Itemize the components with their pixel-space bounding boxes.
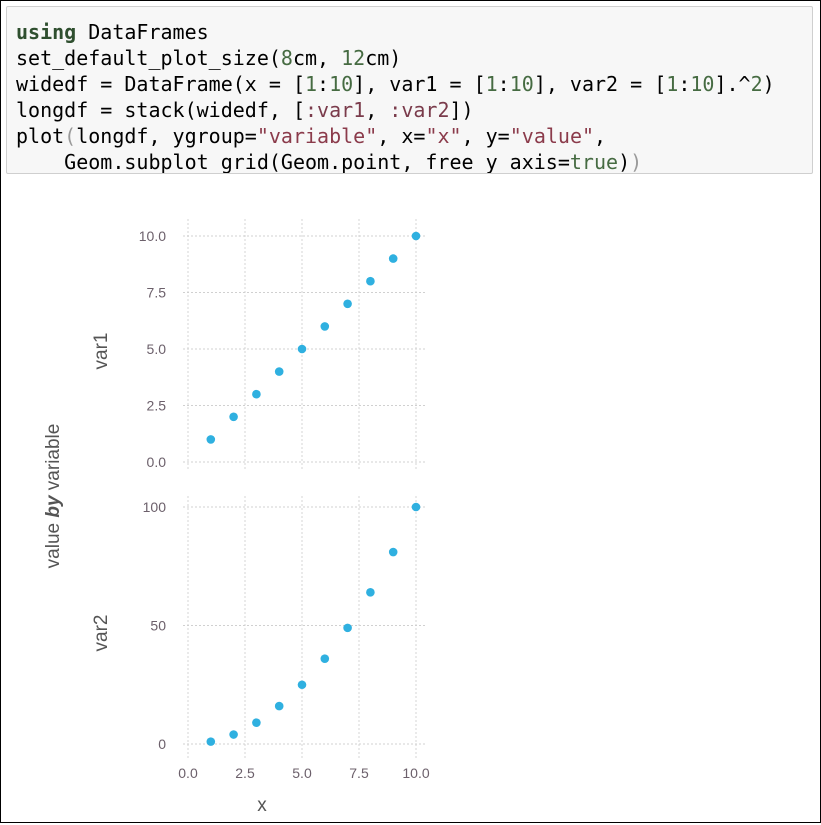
x-tick-label: 0.0: [178, 765, 198, 781]
x-tick-label: 5.0: [292, 765, 312, 781]
y-axis-label: value by variable: [43, 424, 64, 569]
code-line: set_default_plot_size(8cm, 12cm): [16, 46, 401, 70]
y-tick-label: 2.5: [147, 398, 167, 414]
data-point-var1[interactable]: [274, 367, 284, 376]
data-point-var1[interactable]: [343, 299, 352, 309]
code-token-paren: ): [630, 150, 643, 174]
code-token-plain: ): [618, 150, 631, 174]
code-token-plain: :: [317, 72, 330, 96]
code-token-str: "variable": [256, 124, 378, 148]
code-token-plain: ], var1 = [: [353, 72, 486, 96]
data-point-var2[interactable]: [274, 701, 284, 711]
code-token-num: 10: [509, 72, 534, 96]
code-token-plain: cm,: [292, 46, 342, 70]
data-point-var1[interactable]: [297, 344, 307, 354]
data-point-var1[interactable]: [252, 389, 261, 399]
x-axis-label: x: [257, 795, 267, 816]
y-tick-label: 7.5: [147, 285, 167, 301]
data-point-var2[interactable]: [229, 730, 238, 739]
code-token-plain: :: [678, 72, 691, 96]
subplot-grid-chart: 0.0 2.5 5.0 7.5 10.0 var1 0 50 100 var2 0.0 2.5 5.0 7…: [43, 219, 430, 816]
code-line: using DataFrames: [16, 20, 209, 44]
code-token-num: 1: [304, 72, 318, 96]
code-line: widedf = DataFrame(x = [1:10], var1 = [1…: [16, 72, 775, 96]
y-tick-label: 50: [150, 618, 166, 634]
data-point-var2[interactable]: [411, 502, 421, 512]
code-token-plain: widedf = DataFrame(x = [: [16, 72, 305, 96]
code-token-plain: longdf, ygroup=: [76, 124, 257, 148]
code-token-num: 2: [750, 72, 763, 96]
code-token-plain: ): [762, 72, 775, 96]
y-tick-label: 100: [143, 499, 167, 515]
x-tick-label: 2.5: [235, 765, 255, 781]
data-point-var2[interactable]: [343, 623, 352, 633]
y-tick-label: 10.0: [139, 228, 166, 244]
code-token-plain: ].^: [714, 72, 751, 96]
code-token-plain: DataFrames: [76, 20, 209, 44]
data-point-var2[interactable]: [388, 547, 398, 557]
code-token-plain: :: [497, 72, 510, 96]
data-point-var2[interactable]: [297, 680, 307, 690]
code-line: longdf = stack(widedf, [:var1, :var2]): [16, 98, 474, 122]
code-token-sym: :var1: [304, 98, 366, 122]
code-token-str: "value": [509, 124, 595, 148]
code-token-plain: , x=: [377, 124, 426, 148]
code-token-plain: plot: [16, 124, 65, 148]
code-token-num: 10: [329, 72, 354, 96]
code-token-plain: ,: [594, 124, 607, 148]
y-axis-label-part: value: [43, 523, 64, 568]
code-token-num: 10: [690, 72, 715, 96]
code-token-num: 8: [280, 46, 293, 70]
code-token-num: 1: [666, 72, 679, 96]
data-point-var1[interactable]: [366, 276, 375, 286]
code-token-num: true: [569, 150, 619, 174]
code-token-num: 12: [341, 46, 366, 70]
code-line: plot(longdf, ygroup="variable", x="x", y…: [16, 124, 606, 148]
code-token-plain: ,: [365, 98, 390, 122]
x-tick-label: 7.5: [349, 765, 369, 781]
data-point-var1[interactable]: [229, 412, 238, 422]
data-point-var2[interactable]: [252, 718, 261, 727]
code-cell[interactable]: using DataFrames set_default_plot_size(8…: [6, 6, 813, 174]
code-token-plain: cm): [365, 46, 402, 70]
y-tick-label: 5.0: [147, 341, 167, 357]
code-token-plain: Geom.subplot_grid(Geom.point, free_y_axi…: [16, 150, 570, 174]
plot-output: 0.0 2.5 5.0 7.5 10.0 var1 0 50 100 var2 0.0 2.5 5.0 7…: [1, 181, 821, 821]
code-line: Geom.subplot_grid(Geom.point, free_y_axi…: [16, 150, 643, 174]
code-token-kw: using: [16, 20, 77, 44]
data-point-var1[interactable]: [206, 435, 216, 444]
data-point-var2[interactable]: [320, 654, 330, 663]
code-token-plain: longdf = stack(widedf, [: [16, 98, 305, 122]
y-axis-label-part: variable: [43, 424, 64, 496]
data-point-var1[interactable]: [320, 322, 330, 331]
data-point-var2[interactable]: [206, 737, 216, 746]
y-tick-label: 0.0: [147, 454, 167, 470]
code-token-plain: , y=: [461, 124, 510, 148]
data-point-var1[interactable]: [388, 254, 398, 263]
code-token-sym: :var2: [389, 98, 450, 122]
code-token-plain: set_default_plot_size(: [16, 46, 281, 70]
code-token-plain: ], var2 = [: [533, 72, 667, 96]
panel-label-var2: var2: [91, 615, 112, 652]
x-tick-label: 10.0: [402, 765, 429, 781]
code-token-str: "x": [425, 124, 462, 148]
panel-label-var1: var1: [91, 333, 112, 370]
code-token-num: 1: [485, 72, 498, 96]
y-tick-label: 0: [158, 736, 166, 752]
data-point-var1[interactable]: [411, 231, 421, 241]
y-axis-label-part: by: [43, 494, 64, 523]
code-token-plain: ]): [449, 98, 474, 122]
code-token-paren: (: [64, 124, 77, 148]
data-point-var2[interactable]: [366, 588, 375, 597]
code-editor[interactable]: using DataFrames set_default_plot_size(8…: [16, 19, 775, 174]
